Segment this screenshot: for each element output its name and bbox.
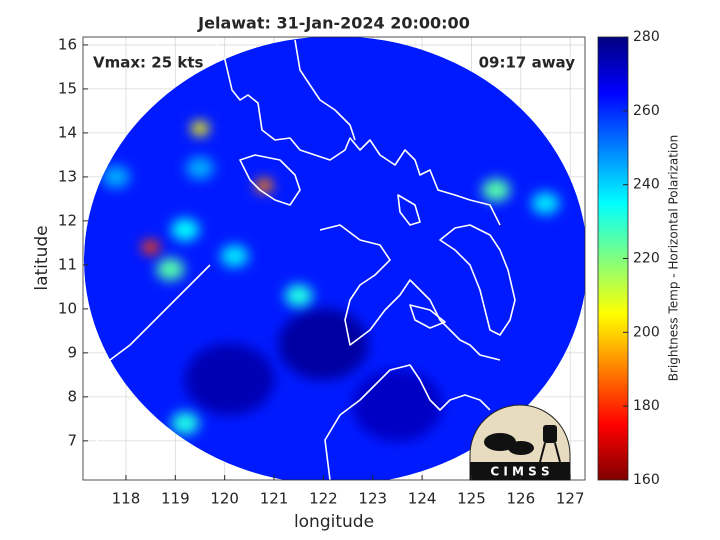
logo-tower <box>543 425 557 443</box>
coastline <box>294 39 356 141</box>
brightness-spot <box>531 192 560 215</box>
colorbar-tick-label: 180 <box>633 398 660 414</box>
y-tick-label: 12 <box>58 211 77 229</box>
brightness-spot <box>352 369 443 442</box>
y-tick-label: 11 <box>58 255 77 273</box>
x-axis-label: longitude <box>294 512 374 532</box>
x-tick-label: 126 <box>507 490 536 508</box>
coastline <box>94 264 211 381</box>
colorbar-tick-label: 240 <box>633 177 660 193</box>
logo: C I M S S <box>469 404 571 481</box>
colorbar-tick-label: 160 <box>633 472 660 488</box>
coastline <box>319 224 501 361</box>
annotation: 09:17 away <box>479 54 576 72</box>
x-tick-label: 118 <box>112 490 141 508</box>
y-tick-label: 15 <box>58 79 77 97</box>
colorbar-tick-label: 280 <box>633 29 660 45</box>
colorbar-tick-label: 260 <box>633 103 660 119</box>
brightness-spot <box>156 258 185 281</box>
coastlines <box>84 39 516 480</box>
y-axis-label: latitude <box>32 225 52 290</box>
plot-frame <box>82 36 586 481</box>
brightness-spot <box>220 244 249 268</box>
coastline <box>239 154 301 206</box>
logo-dish <box>484 433 516 451</box>
logo-tower <box>539 442 561 463</box>
coastline <box>324 364 491 480</box>
brightness-spot <box>255 178 274 193</box>
logo-dish <box>508 441 534 455</box>
y-tick-label: 14 <box>58 123 77 141</box>
colorbar-tick-label: 200 <box>633 324 660 340</box>
brightness-spot <box>171 412 200 435</box>
x-tick-label: 123 <box>358 490 387 508</box>
brightness-spot <box>482 178 511 202</box>
coastline <box>397 194 421 226</box>
brightness-spot <box>102 165 131 189</box>
brightness-spot <box>184 343 275 416</box>
x-tick-label: 120 <box>210 490 239 508</box>
y-tick-label: 7 <box>67 431 77 449</box>
coastline <box>439 224 516 336</box>
brightness-spot <box>278 308 369 381</box>
colorbar-tick-label: 220 <box>633 251 660 267</box>
brightness-spot <box>141 240 160 255</box>
coastline <box>214 39 501 226</box>
x-tick-label: 124 <box>408 490 437 508</box>
x-tick-label: 119 <box>161 490 190 508</box>
y-tick-label: 9 <box>67 343 77 361</box>
annotation: Vmax: 25 kts <box>93 54 203 72</box>
brightness-spot <box>284 284 313 307</box>
chart-title: Jelawat: 31-Jan-2024 20:00:00 <box>197 14 470 33</box>
brightness-spot <box>171 218 200 241</box>
field <box>83 37 585 480</box>
brightness-spot <box>190 121 209 136</box>
x-tick-label: 125 <box>457 490 486 508</box>
logo-band <box>470 462 570 480</box>
coastline <box>84 429 111 480</box>
y-tick-label: 13 <box>58 167 77 185</box>
coastline <box>409 304 446 329</box>
brightness-spot <box>185 156 214 180</box>
swath-group <box>83 37 585 480</box>
x-tick-label: 121 <box>260 490 289 508</box>
colorbar-label: Brightness Temp - Horizontal Polarizatio… <box>667 135 681 382</box>
x-tick-label: 122 <box>309 490 338 508</box>
logo-text: C I M S S <box>490 465 549 479</box>
y-tick-label: 8 <box>67 387 77 405</box>
y-tick-label: 16 <box>58 35 77 53</box>
x-tick-label: 127 <box>556 490 585 508</box>
y-tick-label: 10 <box>58 299 77 317</box>
